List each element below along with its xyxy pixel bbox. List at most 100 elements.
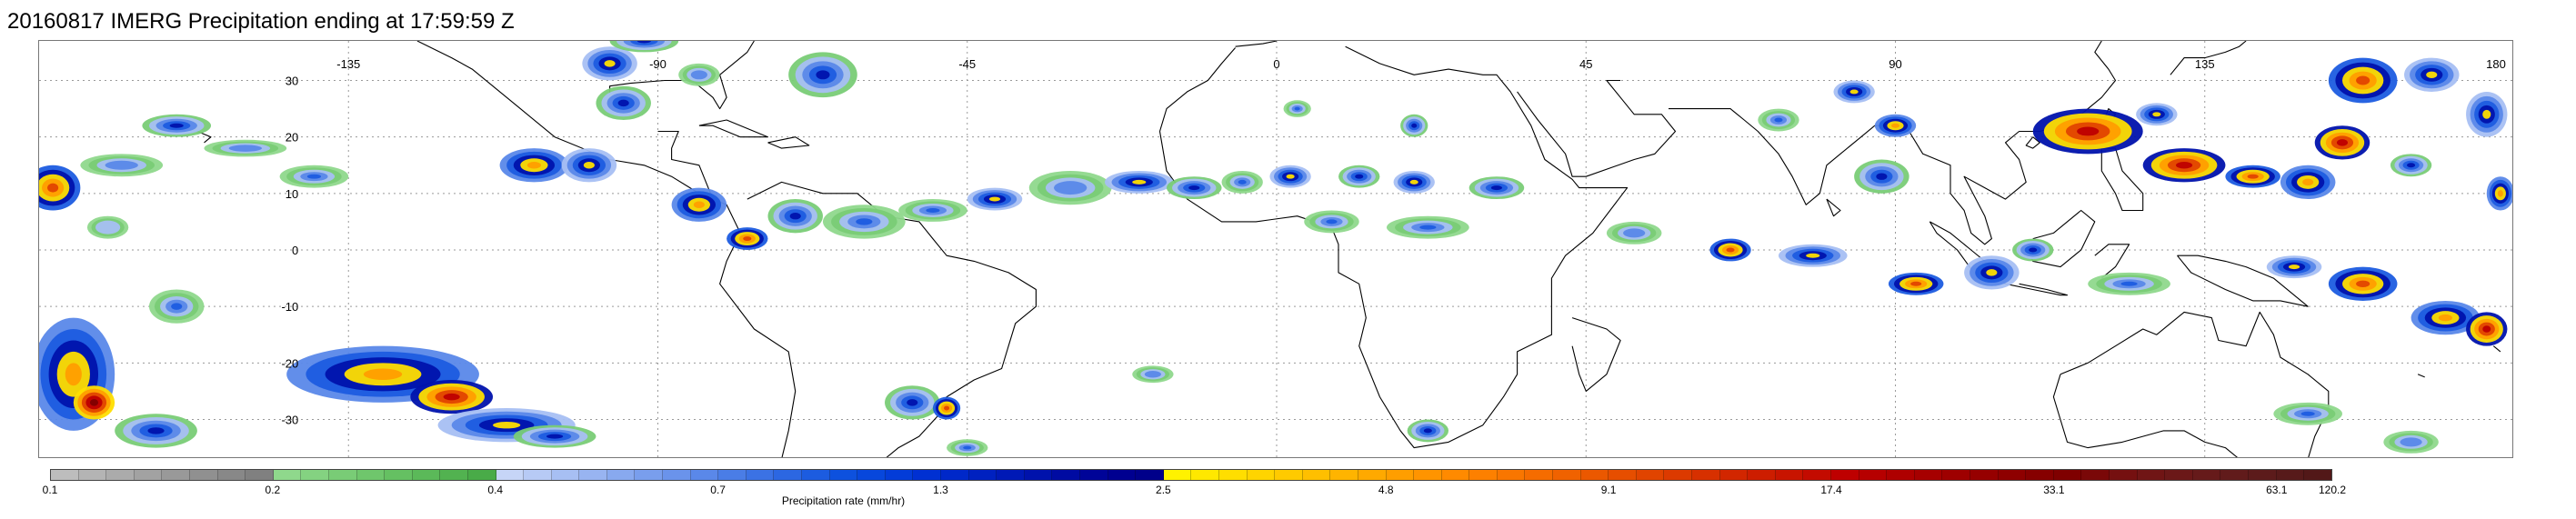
longitude-tick-label: -135 — [336, 57, 360, 71]
colorbar-swatch — [997, 470, 1025, 480]
colorbar-swatch — [941, 470, 969, 480]
precipitation-cell — [2426, 71, 2438, 79]
colorbar-swatch — [1108, 470, 1137, 480]
precipitation-cell — [2482, 109, 2491, 119]
precipitation-cell — [2302, 178, 2314, 186]
latitude-tick-label: -30 — [281, 413, 298, 426]
colorbar-swatch — [802, 470, 830, 480]
coastline — [2492, 345, 2501, 353]
precipitation-cell — [2336, 139, 2349, 146]
precipitation-cell — [944, 405, 950, 411]
colorbar-swatch — [829, 470, 858, 480]
colorbar-swatch — [301, 470, 329, 480]
precipitation-cell — [743, 236, 752, 242]
colorbar-tick-label: 0.2 — [265, 484, 281, 496]
colorbar-swatch — [1998, 470, 2027, 480]
colorbar-swatch — [1775, 470, 1804, 480]
precipitation-cell — [1355, 174, 1364, 179]
coastline — [1826, 198, 1841, 217]
coastline — [2094, 244, 2130, 279]
colorbar-swatch — [1887, 470, 1915, 480]
colorbar-swatch — [1692, 470, 1720, 480]
precipitation-cell — [1623, 228, 1646, 238]
precipitation-cell — [1806, 253, 1820, 258]
colorbar-swatch — [1525, 470, 1554, 480]
precipitation-cell — [65, 363, 82, 386]
colorbar-swatch — [496, 470, 525, 480]
coastline — [1517, 79, 1677, 177]
longitude-tick-label: 135 — [2195, 57, 2215, 71]
colorbar-swatch — [2137, 470, 2166, 480]
precipitation-cell — [1188, 185, 1200, 191]
precipitation-cell — [789, 212, 801, 220]
precipitation-cell — [926, 208, 940, 213]
colorbar-swatch — [1469, 470, 1498, 480]
latitude-tick-label: 30 — [286, 75, 298, 88]
colorbar-swatch — [2026, 470, 2054, 480]
precipitation-cell — [105, 160, 138, 170]
colorbar-swatch — [1553, 470, 1581, 480]
colorbar-tick-label: 0.1 — [42, 484, 58, 496]
latitude-tick-label: 10 — [286, 187, 298, 201]
precipitation-cell — [1326, 219, 1338, 225]
colorbar-swatch — [1719, 470, 1749, 480]
precipitation-cell — [2438, 314, 2452, 322]
colorbar-tick-label: 33.1 — [2043, 484, 2065, 496]
colorbar-swatch — [1358, 470, 1387, 480]
colorbar-swatch — [1970, 470, 1999, 480]
precipitation-cell — [963, 445, 972, 450]
precipitation-cell — [493, 421, 521, 429]
latitude-tick-label: 20 — [286, 131, 298, 145]
precipitation-cell — [1286, 174, 1295, 179]
colorbar-tick-label: 1.3 — [933, 484, 948, 496]
longitude-tick-label: -45 — [958, 57, 976, 71]
coastline — [1235, 41, 1278, 47]
colorbar-swatch — [134, 470, 163, 480]
precipitation-cell — [306, 174, 322, 179]
colorbar-tick-label: 0.7 — [710, 484, 726, 496]
colorbar-tick-label: 9.1 — [1600, 484, 1617, 496]
colorbar-swatch — [2276, 470, 2305, 480]
colorbar-swatch — [1748, 470, 1776, 480]
colorbar-swatch — [1136, 470, 1164, 480]
precipitation-cell — [1890, 123, 1900, 128]
colorbar-swatch — [1859, 470, 1888, 480]
coastline — [657, 130, 714, 200]
colorbar-swatch — [606, 470, 636, 480]
colorbar-swatch — [51, 470, 79, 480]
colorbar-swatch — [579, 470, 607, 480]
coastline — [609, 41, 755, 110]
precipitation-cell — [2175, 162, 2193, 169]
colorbar-swatch — [440, 470, 468, 480]
precipitation-cell — [2152, 112, 2161, 117]
colorbar-swatch — [1803, 470, 1831, 480]
latitude-tick-label: 0 — [292, 244, 298, 257]
precipitation-cell — [1849, 89, 1859, 95]
colorbar-tick-label: 63.1 — [2266, 484, 2288, 496]
colorbar-swatch — [2220, 470, 2249, 480]
colorbar-tick-label: 17.4 — [1820, 484, 1842, 496]
precipitation-cell — [690, 70, 707, 80]
precipitation-cell — [1132, 179, 1147, 185]
precipitation-cell — [693, 201, 705, 208]
colorbar-swatch — [1914, 470, 1943, 480]
precipitation-cell — [2120, 281, 2138, 286]
precipitation-cell — [1294, 106, 1300, 111]
precipitation-cell — [816, 70, 830, 80]
colorbar-swatch — [273, 470, 302, 480]
precipitation-cell — [2400, 437, 2422, 447]
colorbar-title: Precipitation rate (mm/hr) — [781, 494, 906, 507]
longitude-tick-label: 0 — [1273, 57, 1279, 71]
precipitation-cell — [1054, 181, 1088, 195]
colorbar-tick-label: 0.4 — [487, 484, 504, 496]
colorbar-swatch — [857, 470, 886, 480]
precipitation-cell — [546, 434, 564, 439]
colorbar-swatch — [2165, 470, 2193, 480]
precipitation-cell — [856, 218, 873, 225]
precipitation-cell — [1238, 179, 1247, 185]
colorbar-swatch — [885, 470, 914, 480]
precipitation-cell — [443, 393, 460, 401]
colorbar-swatch — [663, 470, 691, 480]
colorbar-swatch — [690, 470, 719, 480]
precipitation-map: -135 -90 -45 0 45 90 135 180 30 20 10 0 -10 -20 -30 — [38, 40, 2513, 458]
